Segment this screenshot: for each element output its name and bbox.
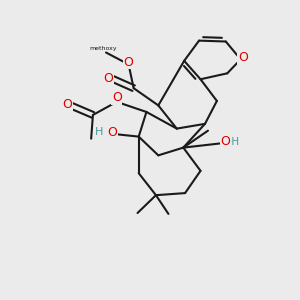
Text: O: O xyxy=(220,136,230,148)
Text: O: O xyxy=(238,51,248,64)
Text: ·H: ·H xyxy=(229,137,240,147)
Text: H: H xyxy=(95,127,104,137)
Text: O: O xyxy=(124,56,134,68)
Text: O: O xyxy=(112,91,122,104)
Text: O: O xyxy=(103,72,113,85)
Text: O: O xyxy=(107,126,117,139)
Text: O: O xyxy=(63,98,73,111)
Text: methoxy: methoxy xyxy=(89,46,117,51)
